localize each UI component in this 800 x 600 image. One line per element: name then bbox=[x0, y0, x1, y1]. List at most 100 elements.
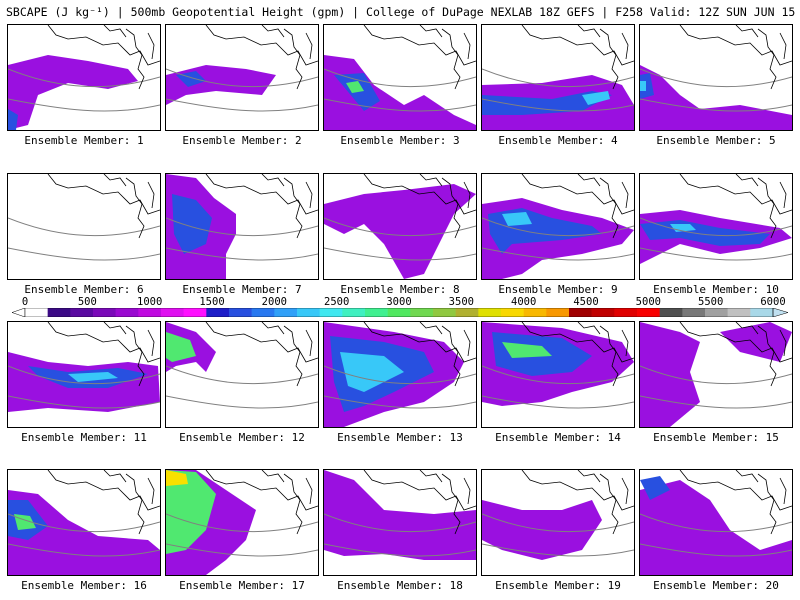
colorbar-tick-label: 5500 bbox=[698, 296, 724, 308]
ensemble-map-panel bbox=[639, 173, 793, 280]
coastline bbox=[621, 32, 629, 60]
coastline bbox=[757, 28, 777, 90]
ensemble-member-label: Ensemble Member: 13 bbox=[337, 431, 463, 444]
ensemble-member-label: Ensemble Member: 17 bbox=[179, 579, 305, 592]
coastline bbox=[679, 470, 792, 511]
cape-shaded-region bbox=[640, 65, 792, 130]
colorbar-swatch bbox=[161, 308, 184, 317]
sbcape-map bbox=[324, 470, 476, 560]
cape-shaded-region bbox=[166, 65, 276, 105]
ensemble-map-panel bbox=[323, 24, 477, 131]
sbcape-map bbox=[8, 174, 160, 261]
coastline bbox=[463, 477, 471, 505]
height-contour-line bbox=[482, 217, 634, 237]
ensemble-member-label: Ensemble Member: 9 bbox=[498, 283, 618, 296]
colorbar-swatch bbox=[614, 308, 638, 317]
coastline bbox=[463, 181, 471, 209]
height-contour-line bbox=[8, 98, 160, 112]
colorbar-high-arrow bbox=[772, 308, 788, 317]
coastline bbox=[205, 470, 318, 511]
coastline bbox=[577, 174, 601, 187]
coastline bbox=[521, 25, 634, 66]
coastline bbox=[363, 322, 476, 363]
coastline bbox=[521, 174, 634, 215]
coastline bbox=[125, 28, 145, 90]
height-contour-line bbox=[8, 365, 160, 385]
colorbar-swatch bbox=[342, 308, 366, 317]
sbcape-colorbar: 0 500 1000 1500 2000 2500 3000 3500 4000 4500 5000… bbox=[0, 296, 800, 320]
coastline bbox=[757, 473, 777, 535]
sbcape-map bbox=[482, 322, 634, 409]
coastline bbox=[441, 177, 461, 239]
ensemble-map-panel bbox=[639, 469, 793, 576]
height-contour-line bbox=[482, 365, 634, 385]
coastline bbox=[125, 473, 145, 535]
height-contour-line bbox=[166, 543, 318, 557]
height-contour-line bbox=[166, 247, 318, 261]
sbcape-map bbox=[166, 322, 318, 409]
colorbar-swatch bbox=[183, 308, 207, 317]
colorbar-swatch bbox=[115, 308, 139, 317]
cape-shaded-region bbox=[166, 470, 216, 554]
colorbar-swatch bbox=[365, 308, 388, 317]
ensemble-member-label: Ensemble Member: 8 bbox=[340, 283, 460, 296]
colorbar-swatch bbox=[251, 308, 275, 317]
colorbar-low-arrow bbox=[12, 308, 26, 317]
cape-shaded-region bbox=[340, 352, 404, 392]
height-contour-line bbox=[640, 247, 792, 261]
colorbar-swatch bbox=[637, 308, 660, 317]
ensemble-member-label: Ensemble Member: 16 bbox=[21, 579, 147, 592]
ensemble-map-panel bbox=[639, 24, 793, 131]
coastline bbox=[205, 322, 318, 363]
height-contour-line bbox=[640, 98, 792, 112]
coastline bbox=[577, 322, 601, 335]
ensemble-map-panel bbox=[165, 173, 319, 280]
sbcape-map bbox=[324, 322, 476, 427]
colorbar-tick-label: 2500 bbox=[324, 296, 350, 308]
cape-shaded-region bbox=[324, 184, 476, 279]
coastline bbox=[261, 174, 285, 187]
cape-shaded-region bbox=[640, 81, 646, 91]
coastline bbox=[779, 32, 787, 60]
colorbar-tick-label: 6000 bbox=[760, 296, 786, 308]
coastline bbox=[147, 329, 155, 357]
coastline bbox=[521, 470, 634, 511]
colorbar-swatch bbox=[750, 308, 774, 317]
ensemble-map-panel bbox=[165, 321, 319, 428]
ensemble-map-panel bbox=[7, 321, 161, 428]
colorbar-tick-label: 0 bbox=[21, 296, 29, 308]
ensemble-map-panel bbox=[323, 173, 477, 280]
colorbar-swatch bbox=[682, 308, 706, 317]
ensemble-member-label: Ensemble Member: 20 bbox=[653, 579, 779, 592]
coastline bbox=[103, 174, 127, 187]
sbcape-map bbox=[640, 470, 792, 575]
coastline bbox=[283, 473, 303, 535]
coastline bbox=[599, 177, 619, 239]
colorbar-swatch bbox=[705, 308, 728, 317]
ensemble-member-label: Ensemble Member: 6 bbox=[24, 283, 144, 296]
coastline bbox=[441, 325, 461, 387]
coastline bbox=[419, 25, 443, 38]
height-contour-line bbox=[8, 68, 160, 88]
cape-shaded-region bbox=[8, 109, 18, 130]
coastline bbox=[757, 325, 777, 387]
coastline bbox=[599, 28, 619, 90]
coastline bbox=[305, 181, 313, 209]
coastline bbox=[679, 25, 792, 66]
coastline bbox=[779, 329, 787, 357]
ensemble-member-label: Ensemble Member: 3 bbox=[340, 134, 460, 147]
colorbar-tick-label: 3000 bbox=[386, 296, 412, 308]
coastline bbox=[261, 25, 285, 38]
height-contour-line bbox=[640, 365, 792, 385]
sbcape-map bbox=[8, 25, 160, 130]
coastline bbox=[621, 329, 629, 357]
height-contour-line bbox=[482, 395, 634, 409]
colorbar-tick-label: 3500 bbox=[448, 296, 474, 308]
ensemble-map-panel bbox=[323, 321, 477, 428]
height-contour-line bbox=[324, 217, 476, 237]
height-contour-line bbox=[324, 543, 476, 557]
ensemble-member-label: Ensemble Member: 5 bbox=[656, 134, 776, 147]
height-contour-line bbox=[324, 395, 476, 409]
cape-shaded-region bbox=[640, 476, 670, 500]
ensemble-member-label: Ensemble Member: 12 bbox=[179, 431, 305, 444]
